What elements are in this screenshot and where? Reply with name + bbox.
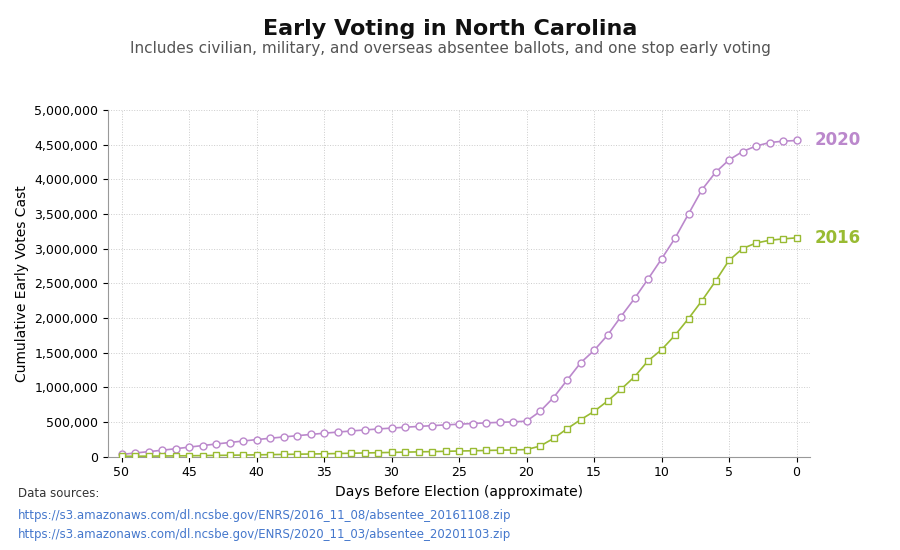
Text: Data sources:: Data sources: <box>18 487 99 500</box>
X-axis label: Days Before Election (approximate): Days Before Election (approximate) <box>335 485 583 499</box>
Text: https://s3.amazonaws.com/dl.ncsbe.gov/ENRS/2020_11_03/absentee_20201103.zip: https://s3.amazonaws.com/dl.ncsbe.gov/EN… <box>18 528 511 541</box>
Text: Includes civilian, military, and overseas absentee ballots, and one stop early v: Includes civilian, military, and oversea… <box>130 41 770 56</box>
Text: 2020: 2020 <box>814 131 860 150</box>
Text: 2016: 2016 <box>814 229 860 247</box>
Text: https://s3.amazonaws.com/dl.ncsbe.gov/ENRS/2016_11_08/absentee_20161108.zip: https://s3.amazonaws.com/dl.ncsbe.gov/EN… <box>18 509 511 522</box>
Y-axis label: Cumulative Early Votes Cast: Cumulative Early Votes Cast <box>14 185 29 382</box>
Text: Early Voting in North Carolina: Early Voting in North Carolina <box>263 19 637 39</box>
